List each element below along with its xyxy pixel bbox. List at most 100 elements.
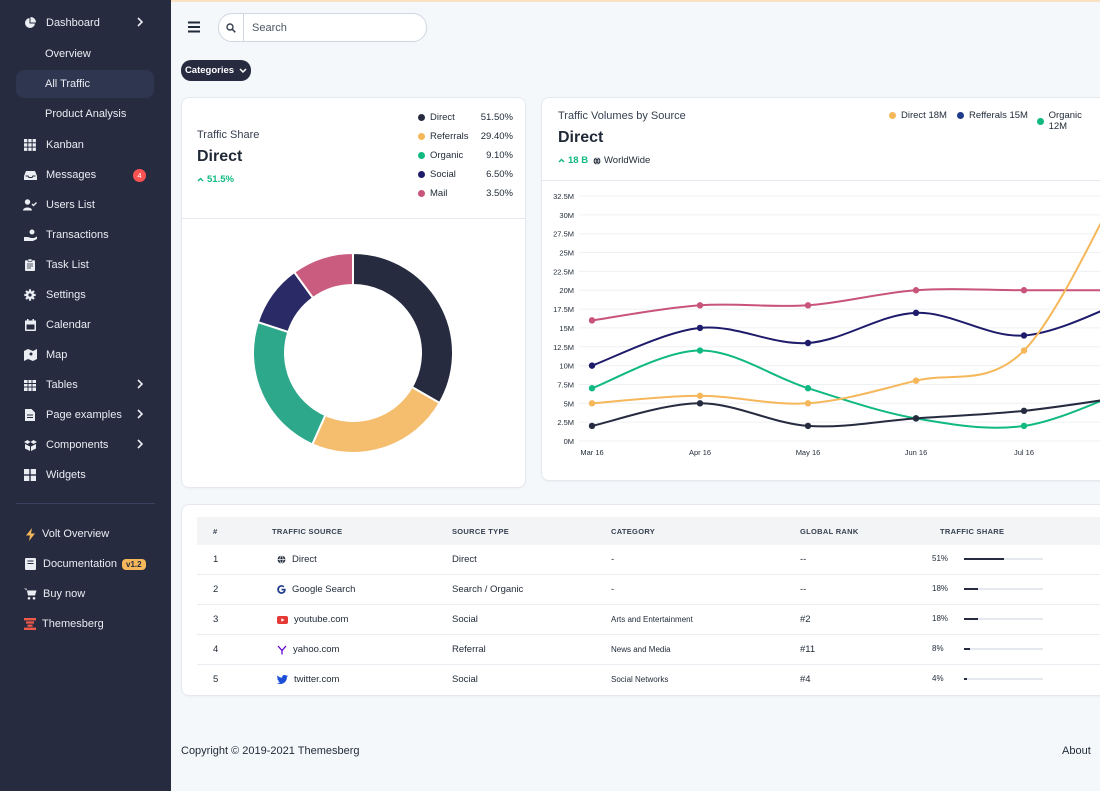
y-tick-label: 0M bbox=[564, 437, 574, 446]
legend-dot bbox=[418, 152, 425, 159]
user-check-icon bbox=[23, 198, 37, 212]
y-tick-label: 10M bbox=[559, 362, 574, 371]
sidebar-item-task-list[interactable]: Task List bbox=[16, 251, 154, 279]
globe-icon bbox=[593, 156, 601, 165]
menu-icon[interactable] bbox=[187, 20, 201, 34]
search-input[interactable] bbox=[244, 21, 414, 34]
data-point bbox=[696, 400, 704, 407]
categories-dropdown-button[interactable]: Categories bbox=[181, 60, 251, 81]
data-point bbox=[912, 287, 920, 294]
footer-about-link[interactable]: About bbox=[1062, 745, 1091, 757]
y-tick-label: 20M bbox=[559, 286, 574, 295]
series-line-0 bbox=[591, 288, 1100, 322]
source-name: Google Search bbox=[292, 584, 356, 595]
legend-name: Direct bbox=[430, 112, 455, 123]
data-point bbox=[696, 302, 704, 309]
sidebar-item-label: Transactions bbox=[46, 229, 109, 241]
donut-slice-referrals bbox=[311, 385, 441, 454]
sidebar-item-page-examples[interactable]: Page examples bbox=[16, 401, 154, 429]
legend-dot bbox=[418, 171, 425, 178]
sidebar-item-tables[interactable]: Tables bbox=[16, 371, 154, 399]
x-tick-label: May 16 bbox=[796, 448, 821, 457]
sidebar-item-product-analysis[interactable]: Product Analysis bbox=[16, 100, 154, 128]
data-point bbox=[804, 339, 812, 347]
y-tick-label: 15M bbox=[559, 324, 574, 333]
sidebar-item-volt-overview[interactable]: Volt Overview bbox=[16, 520, 154, 548]
sidebar-item-documentation[interactable]: Documentation v1.2 bbox=[16, 550, 154, 578]
sidebar-item-buy-now[interactable]: Buy now bbox=[16, 580, 154, 608]
sidebar-item-label: Product Analysis bbox=[45, 108, 127, 120]
table-header-row bbox=[197, 517, 1100, 545]
traffic-share-bar bbox=[964, 558, 1043, 560]
sidebar-item-overview[interactable]: Overview bbox=[16, 40, 154, 68]
sidebar-item-components[interactable]: Components bbox=[16, 431, 154, 459]
source-name: yahoo.com bbox=[293, 644, 340, 655]
global-rank: #4 bbox=[800, 674, 811, 685]
legend-value: 9.10% bbox=[486, 150, 513, 161]
twitter-icon bbox=[277, 675, 288, 684]
series-line-4 bbox=[591, 399, 1100, 428]
legend-item: Organic 12M bbox=[1037, 110, 1100, 132]
traffic-volumes-delta: 18 B bbox=[558, 155, 588, 166]
legend-item: Mail 3.50% bbox=[418, 186, 513, 205]
global-rank: #2 bbox=[800, 614, 811, 625]
data-point bbox=[912, 309, 920, 317]
sidebar-item-all-traffic[interactable]: All Traffic bbox=[16, 70, 154, 98]
y-tick-label: 25M bbox=[559, 249, 574, 258]
column-header: TRAFFIC SOURCE bbox=[272, 527, 343, 536]
column-header: CATEGORY bbox=[611, 527, 656, 536]
sidebar-item-dashboard[interactable]: Dashboard bbox=[16, 9, 154, 37]
scope-value: WorldWide bbox=[604, 155, 651, 166]
row-divider bbox=[197, 604, 1100, 605]
sidebar-item-map[interactable]: Map bbox=[16, 341, 154, 369]
data-point bbox=[588, 422, 596, 430]
traffic-volumes-title: Direct bbox=[558, 129, 604, 146]
traffic-share-value: 18% bbox=[932, 584, 949, 593]
sidebar-item-label: Users List bbox=[46, 199, 95, 211]
sidebar-item-transactions[interactable]: Transactions bbox=[16, 221, 154, 249]
source-type: Direct bbox=[452, 554, 477, 565]
legend-value: 3.50% bbox=[486, 188, 513, 199]
data-point bbox=[804, 385, 812, 392]
column-header: TRAFFIC SHARE bbox=[940, 527, 1005, 536]
widgets-icon bbox=[23, 468, 37, 482]
data-point bbox=[912, 415, 920, 422]
traffic-share-value: 4% bbox=[932, 674, 944, 683]
sidebar-item-users-list[interactable]: Users List bbox=[16, 191, 154, 219]
data-point bbox=[1020, 287, 1028, 294]
sidebar-item-settings[interactable]: Settings bbox=[16, 281, 154, 309]
sidebar-item-label: Map bbox=[46, 349, 68, 361]
x-tick-label: Mar 16 bbox=[580, 448, 603, 457]
chevron-up-icon bbox=[197, 177, 204, 182]
y-tick-label: 7.5M bbox=[557, 380, 574, 389]
file-icon bbox=[23, 408, 37, 422]
global-rank: #11 bbox=[800, 644, 816, 655]
row-divider bbox=[197, 664, 1100, 665]
sidebar-item-kanban[interactable]: Kanban bbox=[16, 131, 154, 159]
donut-slice-direct bbox=[352, 251, 454, 405]
column-header: # bbox=[213, 527, 218, 536]
y-tick-label: 30M bbox=[559, 211, 574, 220]
map-icon bbox=[23, 348, 37, 362]
version-badge: v1.2 bbox=[122, 558, 146, 570]
traffic-share-delta: 51.5% bbox=[197, 174, 234, 185]
sidebar-item-messages[interactable]: Messages 4 bbox=[16, 161, 154, 189]
legend-dot bbox=[418, 133, 425, 140]
data-point bbox=[1020, 332, 1028, 339]
traffic-source: Direct bbox=[277, 554, 317, 565]
globe-icon bbox=[277, 555, 286, 564]
global-rank: -- bbox=[800, 554, 807, 565]
messages-count-badge: 4 bbox=[133, 169, 146, 182]
source-type: Social bbox=[452, 614, 478, 625]
sidebar-item-label: Themesberg bbox=[42, 618, 104, 630]
sidebar-item-calendar[interactable]: Calendar bbox=[16, 311, 154, 339]
traffic-source: youtube.com bbox=[277, 614, 348, 625]
sidebar-item-widgets[interactable]: Widgets bbox=[16, 461, 154, 489]
sidebar-item-themesberg[interactable]: Themesberg bbox=[16, 610, 154, 638]
legend-value: 29.40% bbox=[480, 131, 513, 142]
scope-label: WorldWide bbox=[593, 155, 650, 166]
legend-value: 51.50% bbox=[480, 112, 513, 123]
row-divider bbox=[197, 574, 1100, 575]
traffic-share-bar bbox=[964, 618, 1043, 620]
themesberg-logo-icon bbox=[23, 617, 37, 631]
